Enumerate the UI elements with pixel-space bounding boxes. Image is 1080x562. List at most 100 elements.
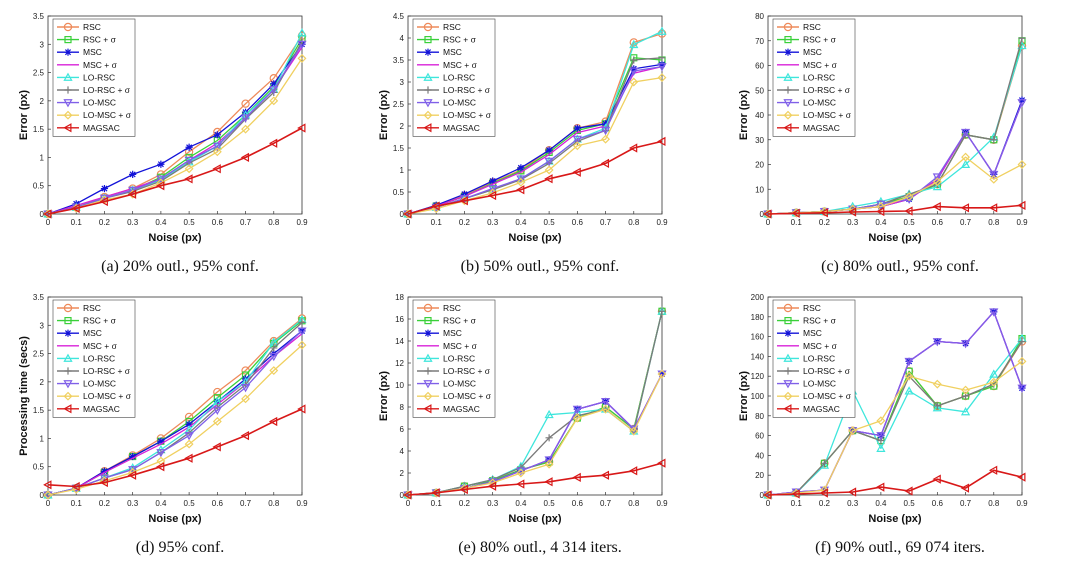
data-point-lo-msc xyxy=(572,405,582,415)
data-point-lo-rsc-sigma xyxy=(545,434,553,442)
caption-a: (a) 20% outl., 95% conf. xyxy=(101,258,259,275)
y-tick-label: 18 xyxy=(395,293,404,302)
data-point-magsac xyxy=(572,472,581,483)
legend-marker xyxy=(63,404,72,414)
data-point-lo-msc-sigma xyxy=(544,165,554,175)
data-point-lo-msc-sigma xyxy=(657,73,667,83)
data-point-lo-rsc xyxy=(297,28,307,37)
data-point-lo-msc-sigma xyxy=(601,134,611,144)
data-point-lo-msc xyxy=(212,406,222,415)
legend-label: MSC + σ xyxy=(803,60,838,70)
x-tick-label: 0.7 xyxy=(240,218,252,227)
x-tick-label: 0.3 xyxy=(847,218,859,227)
panel-c: 0 0.1 0.2 0.3 0.4 0.5 0.6 0.7 0.8 0.9 0 10 20 30 40 50 6… xyxy=(720,0,1080,281)
data-point-magsac xyxy=(544,477,553,487)
data-point-lo-msc xyxy=(184,156,194,166)
y-tick-label: 0.5 xyxy=(393,188,405,197)
data-point-lo-msc xyxy=(1017,99,1027,108)
legend-marker xyxy=(784,316,792,325)
data-point-magsac xyxy=(847,487,857,497)
legend-label: MAGSAC xyxy=(803,404,840,414)
series-magsac xyxy=(763,200,1026,219)
legend-marker xyxy=(424,86,432,94)
legend-marker xyxy=(784,329,792,337)
data-point-magsac xyxy=(71,203,80,213)
legend-label: RSC xyxy=(443,22,461,32)
series-line-magsac xyxy=(767,469,1023,496)
series-line-lo-msc-sigma xyxy=(407,76,663,215)
series-line-lo-msc xyxy=(47,43,303,215)
data-point-lo-msc-sigma xyxy=(848,426,858,436)
data-point-magsac xyxy=(572,167,581,177)
legend-label: LO-MSC xyxy=(803,379,836,389)
y-axis-label: Error (px) xyxy=(18,90,30,140)
y-tick-label: 0 xyxy=(40,210,45,219)
legend-label: LO-MSC + σ xyxy=(803,391,852,401)
data-point-lo-rsc xyxy=(960,407,971,416)
legend-marker xyxy=(423,303,433,313)
data-point-magsac xyxy=(297,123,306,133)
legend-item-rsc: RSC xyxy=(777,22,821,32)
y-tick-label: 40 xyxy=(755,111,764,120)
data-point-lo-msc xyxy=(184,432,194,441)
axes-box xyxy=(47,296,303,496)
x-tick-label: 0 xyxy=(46,218,51,227)
legend-item-lo-rsc-sigma: LO-RSC + σ xyxy=(417,85,491,95)
data-point-magsac xyxy=(43,480,52,490)
y-tick-label: 1 xyxy=(40,434,45,443)
data-point-magsac xyxy=(932,201,941,212)
legend-label: RSC xyxy=(83,22,101,32)
legend-label: LO-MSC xyxy=(803,98,836,108)
legend-item-msc-sigma: MSC + σ xyxy=(57,60,118,70)
data-point-lo-msc xyxy=(212,142,222,151)
legend-marker xyxy=(63,303,73,313)
series-magsac xyxy=(43,123,306,219)
data-point-lo-msc xyxy=(876,432,886,441)
y-tick-label: 16 xyxy=(395,315,404,324)
legend-item-rsc: RSC xyxy=(777,303,821,313)
legend: RSC RSC + σ MSC MSC + σ LO-RSC LO-RSC + σ LO-M… xyxy=(412,18,496,137)
data-point-lo-msc-sigma xyxy=(629,77,639,87)
x-tick-label: 0.2 xyxy=(459,499,471,508)
data-point-magsac xyxy=(184,174,193,184)
x-tick-label: 0.8 xyxy=(628,218,640,227)
y-tick-label: 2.5 xyxy=(33,350,45,359)
axes-box xyxy=(407,296,663,496)
data-point-msc xyxy=(100,467,109,475)
data-point-lo-msc-sigma xyxy=(961,385,971,395)
series-magsac xyxy=(43,404,306,492)
legend-item-msc-sigma: MSC + σ xyxy=(777,341,838,351)
legend-item-lo-msc: LO-MSC xyxy=(777,379,836,389)
x-tick-label: 0.6 xyxy=(212,499,224,508)
legend-item-lo-rsc: LO-RSC xyxy=(417,72,475,82)
legend-marker xyxy=(63,123,72,133)
y-tick-label: 10 xyxy=(755,185,764,194)
data-point-lo-msc xyxy=(156,449,166,458)
x-tick-label: 0.4 xyxy=(155,218,167,227)
y-tick-label: 50 xyxy=(755,86,764,95)
series-line-lo-msc-sigma xyxy=(767,156,1023,215)
legend-marker xyxy=(783,404,792,414)
data-point-lo-msc-sigma xyxy=(932,379,942,389)
data-point-magsac xyxy=(960,483,970,493)
data-point-lo-msc-sigma xyxy=(544,459,554,469)
legend-marker xyxy=(63,72,73,81)
x-tick-label: 0.5 xyxy=(544,218,556,227)
legend-label: LO-RSC + σ xyxy=(803,366,851,376)
data-point-magsac xyxy=(156,462,165,472)
legend-label: RSC + σ xyxy=(803,316,837,326)
y-tick-label: 1.5 xyxy=(33,406,45,415)
data-point-magsac xyxy=(1017,200,1026,210)
legend: RSC RSC + σ MSC MSC + σ LO-RSC LO-RSC + σ LO-M… xyxy=(412,299,496,418)
data-point-lo-rsc xyxy=(989,369,999,378)
data-point-lo-msc-sigma xyxy=(516,468,526,478)
y-tick-label: 12 xyxy=(395,359,404,368)
legend-marker xyxy=(64,329,72,337)
legend-item-magsac: MAGSAC xyxy=(417,123,480,133)
caption-c: (c) 80% outl., 95% conf. xyxy=(821,258,979,275)
legend-marker xyxy=(63,391,73,401)
caption-d: (d) 95% conf. xyxy=(135,539,225,556)
data-point-lo-rsc xyxy=(544,409,554,419)
legend-label: LO-RSC + σ xyxy=(83,366,131,376)
legend-label: RSC + σ xyxy=(443,316,477,326)
